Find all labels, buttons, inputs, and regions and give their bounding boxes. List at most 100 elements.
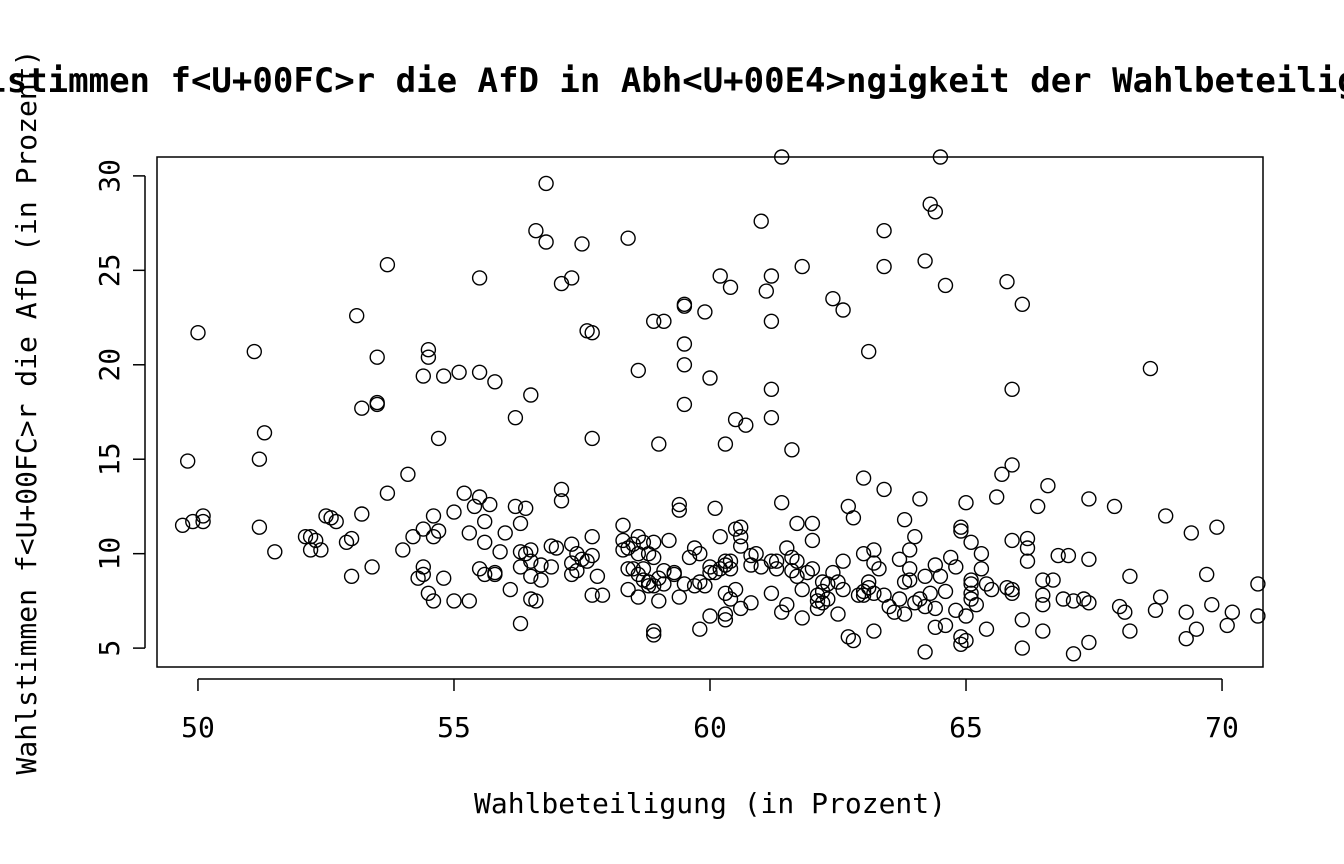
data-point: [692, 621, 708, 637]
data-point: [774, 149, 790, 165]
data-point: [492, 544, 508, 560]
data-point: [497, 525, 513, 541]
data-point: [369, 349, 385, 365]
data-point: [866, 542, 882, 558]
data-point: [630, 529, 646, 545]
data-point: [1004, 381, 1020, 397]
data-point: [927, 204, 943, 220]
data-point: [584, 529, 600, 545]
data-point: [722, 591, 739, 607]
data-point: [886, 604, 902, 620]
data-point: [251, 451, 268, 467]
data-point: [902, 572, 918, 588]
data-point: [845, 510, 862, 526]
data-point: [789, 553, 805, 569]
data-point: [712, 268, 728, 284]
data-point: [763, 268, 780, 284]
data-point: [1204, 597, 1220, 613]
y-tick-label: 20: [93, 348, 126, 382]
data-point: [804, 515, 821, 532]
data-point: [1060, 547, 1077, 564]
y-tick-label: 5: [93, 640, 126, 657]
data-point: [733, 519, 749, 535]
data-point: [768, 561, 785, 577]
data-point: [308, 532, 324, 549]
data-point: [876, 222, 892, 239]
y-tick-label: 25: [93, 253, 126, 287]
data-point: [727, 581, 744, 598]
data-point: [953, 523, 969, 539]
data-point: [763, 585, 780, 601]
data-point: [1157, 508, 1174, 524]
data-point: [615, 532, 631, 549]
data-point: [1029, 498, 1046, 515]
data-point: [963, 591, 979, 607]
data-point: [620, 581, 636, 598]
x-tick-label: 60: [693, 711, 727, 744]
y-axis: 5 10 15 20 25 30: [93, 159, 146, 657]
data-point: [676, 576, 693, 592]
data-point: [1035, 572, 1051, 588]
data-point: [804, 561, 821, 577]
data-point: [1250, 576, 1266, 592]
data-point: [717, 436, 734, 452]
data-point: [553, 493, 570, 509]
data-point: [415, 368, 431, 384]
data-point: [523, 542, 539, 558]
data-point: [917, 644, 933, 660]
data-point: [313, 542, 329, 558]
data-point: [753, 559, 769, 575]
data-point: [584, 430, 600, 447]
data-point: [927, 619, 943, 635]
data-point: [1122, 568, 1138, 584]
data-point: [456, 485, 472, 501]
data-point: [564, 566, 580, 583]
data-point: [195, 513, 211, 530]
data-point: [502, 581, 518, 598]
data-point: [722, 553, 739, 569]
data-point: [1035, 587, 1051, 603]
data-point: [630, 589, 646, 605]
data-point: [784, 549, 800, 566]
data-point: [937, 583, 954, 600]
data-point: [446, 504, 462, 520]
data-point: [876, 481, 892, 498]
data-point: [733, 538, 749, 554]
data-point: [615, 517, 631, 533]
data-point: [466, 498, 483, 515]
data-point: [471, 270, 488, 286]
data-point: [651, 436, 667, 452]
data-point: [717, 557, 734, 573]
data-point: [477, 566, 493, 583]
data-point: [907, 595, 923, 611]
data-point: [1019, 530, 1036, 547]
data-point: [676, 396, 693, 413]
data-point: [1219, 617, 1235, 634]
data-point: [640, 578, 657, 594]
data-point: [891, 591, 908, 607]
data-point: [794, 258, 810, 275]
data-point: [830, 606, 846, 622]
data-point: [651, 593, 667, 609]
data-point: [814, 595, 831, 611]
data-point: [896, 512, 913, 528]
data-point: [523, 387, 539, 403]
data-point: [835, 302, 851, 318]
data-point: [482, 496, 498, 513]
data-point: [640, 574, 657, 590]
data-point: [763, 553, 780, 569]
data-point: [676, 298, 693, 314]
data-point: [343, 530, 360, 547]
data-point: [978, 621, 995, 637]
data-point: [190, 325, 206, 341]
data-point: [932, 568, 949, 584]
data-point: [866, 623, 882, 639]
data-point: [697, 304, 713, 320]
data-point: [978, 576, 995, 592]
data-point: [179, 453, 196, 469]
data-point: [589, 568, 606, 584]
data-point: [1122, 623, 1138, 639]
data-point: [533, 572, 549, 588]
data-point: [845, 632, 862, 649]
data-point: [646, 623, 662, 639]
